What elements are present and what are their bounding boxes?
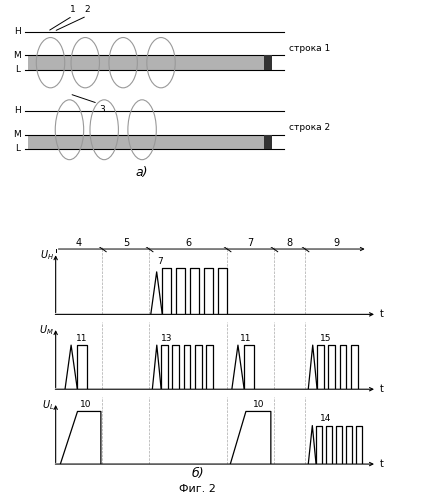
Text: 10: 10 (253, 400, 264, 409)
Text: 4: 4 (76, 238, 82, 248)
Text: 13: 13 (161, 334, 172, 343)
Text: 1: 1 (70, 5, 75, 14)
Text: L: L (16, 144, 21, 153)
Text: а): а) (136, 166, 148, 179)
Text: 11: 11 (240, 334, 252, 343)
Text: 14: 14 (320, 414, 331, 423)
Text: H: H (14, 27, 21, 36)
Bar (29, 55, 272, 70)
Text: M: M (13, 130, 21, 139)
Text: 7: 7 (248, 238, 254, 248)
Text: Фиг. 2: Фиг. 2 (179, 484, 216, 494)
Text: 3: 3 (99, 105, 105, 114)
Text: M: M (13, 51, 21, 60)
Text: 7: 7 (157, 257, 163, 266)
Text: t: t (379, 459, 383, 469)
Text: б): б) (192, 467, 204, 480)
Text: t: t (379, 384, 383, 394)
Text: 15: 15 (320, 334, 331, 343)
Text: 6: 6 (185, 238, 191, 248)
Text: L: L (16, 65, 21, 74)
Text: $U_M$: $U_M$ (39, 323, 54, 337)
Bar (264, 135, 272, 149)
Text: H: H (14, 106, 21, 115)
Text: t: t (379, 309, 383, 319)
Text: строка 2: строка 2 (289, 123, 330, 132)
Text: $U_H$: $U_H$ (40, 248, 54, 262)
Text: 2: 2 (84, 5, 90, 14)
Bar (264, 55, 272, 70)
Text: $U_L$: $U_L$ (42, 398, 54, 412)
Text: 5: 5 (123, 238, 129, 248)
Text: 8: 8 (287, 238, 293, 248)
Bar (29, 135, 272, 149)
Text: 11: 11 (77, 334, 88, 343)
Text: строка 1: строка 1 (289, 44, 330, 53)
Text: 10: 10 (80, 400, 91, 409)
Text: 9: 9 (333, 238, 339, 248)
